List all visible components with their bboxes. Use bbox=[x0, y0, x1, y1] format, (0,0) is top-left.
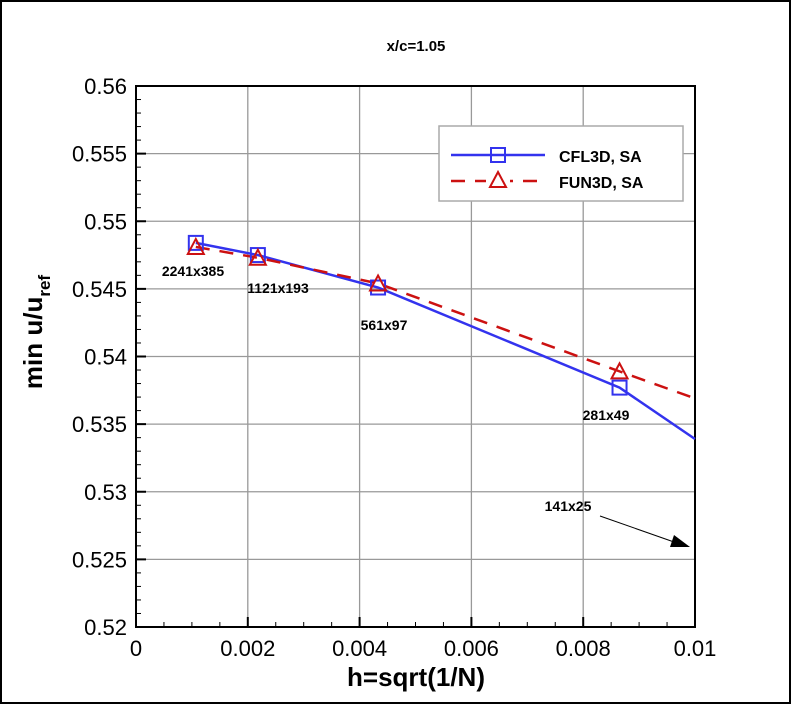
y-tick-label: 0.535 bbox=[72, 412, 127, 437]
x-tick-label: 0.008 bbox=[556, 636, 611, 661]
y-tick-label: 0.52 bbox=[84, 615, 127, 640]
y-tick-label: 0.525 bbox=[72, 547, 127, 572]
x-tick-label: 0.002 bbox=[220, 636, 275, 661]
grid-annotation: 281x49 bbox=[583, 407, 630, 423]
legend-box bbox=[438, 125, 684, 202]
annotation-arrow-line bbox=[599, 515, 675, 543]
data-point-square bbox=[187, 234, 204, 251]
data-point-triangle bbox=[609, 361, 630, 380]
data-point-triangle bbox=[186, 236, 206, 255]
x-tick-label: 0 bbox=[130, 636, 142, 661]
grid-annotation: 1121x193 bbox=[247, 280, 309, 296]
data-point-square bbox=[611, 379, 628, 396]
grid-annotation: 2241x385 bbox=[162, 263, 225, 279]
series-line-fun3d bbox=[195, 245, 696, 400]
data-point-triangle bbox=[248, 247, 268, 266]
x-axis-label: h=sqrt(1/N) bbox=[347, 662, 485, 692]
plot-area-border bbox=[135, 85, 696, 628]
y-tick-label: 0.56 bbox=[84, 74, 127, 99]
grid-annotation: 561x97 bbox=[361, 317, 408, 333]
y-tick-label: 0.53 bbox=[84, 480, 127, 505]
legend-square-marker-icon bbox=[490, 147, 506, 163]
y-tick-label: 0.55 bbox=[84, 209, 127, 234]
arrowhead-icon bbox=[670, 535, 690, 547]
legend-label-cfl3d: CFL3D, SA bbox=[559, 149, 642, 166]
x-tick-label: 0.006 bbox=[444, 636, 499, 661]
x-tick-label: 0.004 bbox=[332, 636, 387, 661]
chart-title: x/c=1.05 bbox=[387, 38, 446, 55]
y-tick-label: 0.545 bbox=[72, 277, 127, 302]
grid-annotation: 141x25 bbox=[545, 498, 592, 514]
y-tick-label: 0.54 bbox=[84, 345, 127, 370]
data-point-triangle bbox=[368, 273, 388, 292]
y-axis-label: min u/uref bbox=[18, 275, 54, 390]
y-tick-label: 0.555 bbox=[72, 142, 127, 167]
legend: CFL3D, SA FUN3D, SA bbox=[438, 125, 684, 202]
x-tick-label: 0.01 bbox=[674, 636, 717, 661]
series-line-cfl3d bbox=[195, 241, 696, 441]
legend-label-fun3d: FUN3D, SA bbox=[559, 175, 644, 192]
legend-triangle-marker-icon bbox=[488, 169, 508, 188]
